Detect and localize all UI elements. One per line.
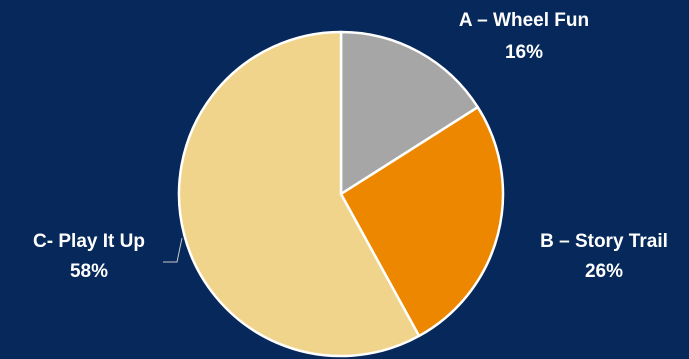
slice-label-b: B – Story Trail 26% xyxy=(540,231,668,282)
slice-label-a: A – Wheel Fun 16% xyxy=(459,10,589,63)
slice-label-c-name: C- Play It Up xyxy=(33,231,145,252)
slice-label-c: C- Play It Up 58% xyxy=(33,231,145,282)
slice-label-b-name: B – Story Trail xyxy=(540,231,668,252)
slice-label-c-value: 58% xyxy=(70,261,108,282)
slice-label-a-name: A – Wheel Fun xyxy=(459,10,589,31)
pie-slice-c xyxy=(177,30,421,358)
leader-line-c xyxy=(163,237,183,263)
slice-label-a-value: 16% xyxy=(505,42,543,63)
slice-label-b-value: 26% xyxy=(585,261,623,282)
pie-slice-b xyxy=(339,105,505,338)
pie-slices xyxy=(177,30,505,358)
pie-slice-a xyxy=(339,30,480,196)
